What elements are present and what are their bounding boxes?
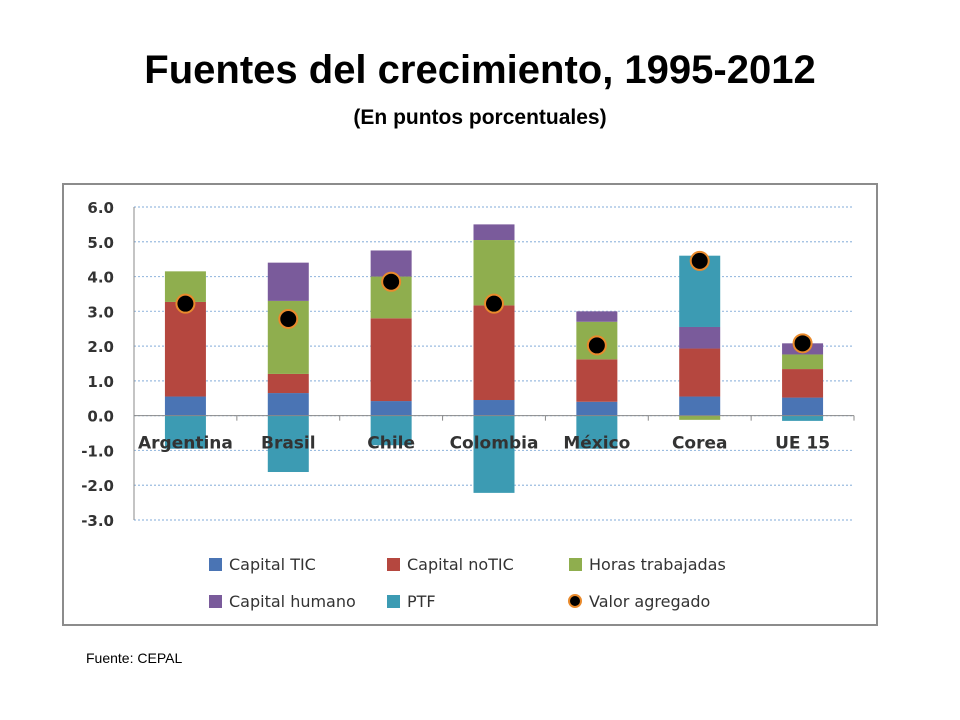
- y-tick-label: 2.0: [87, 338, 114, 356]
- y-tick-label: 6.0: [87, 199, 114, 217]
- bar-capital-tic: [473, 400, 515, 416]
- bar-capital-notic: [164, 301, 206, 397]
- bar-capital-tic: [679, 396, 721, 416]
- x-tick-label: México: [563, 434, 630, 454]
- bar-ptf: [370, 415, 412, 446]
- bar-capital-tic: [164, 396, 206, 416]
- y-tick-label: -2.0: [81, 477, 114, 495]
- stacked-bar-chart: 6.0 5.0 4.0 3.0 2.0 1.0 0.0 -1.0 -2.0 -3.0 Argenti…: [81, 199, 855, 611]
- bar-capital-notic: [782, 369, 824, 398]
- bar-horas-trabajadas: [782, 354, 824, 370]
- legend-label: PTF: [407, 592, 436, 611]
- legend-swatch: [569, 558, 582, 571]
- x-tick-label: Chile: [367, 434, 415, 454]
- bar-capital-tic: [370, 401, 412, 416]
- bar-capital-humano: [473, 224, 515, 241]
- valor-agregado-point: [484, 293, 504, 314]
- bar-capital-notic: [473, 305, 515, 401]
- legend-label: Horas trabajadas: [589, 555, 726, 574]
- x-tick-label: UE 15: [775, 434, 830, 454]
- bar-ptf: [164, 415, 206, 449]
- valor-agregado-point: [175, 293, 196, 314]
- source-note: Fuente: CEPAL: [86, 650, 183, 666]
- legend-label: Capital humano: [229, 592, 356, 611]
- y-tick-label: 5.0: [87, 234, 114, 252]
- y-tick-label: 4.0: [87, 269, 114, 287]
- bar-capital-notic: [679, 348, 721, 397]
- valor-agregado-point: [689, 250, 710, 271]
- bar-capital-notic: [370, 318, 412, 402]
- bar-capital-notic: [576, 359, 618, 402]
- y-tick-label: -3.0: [81, 512, 114, 530]
- chart-subtitle: (En puntos porcentuales): [353, 106, 607, 129]
- legend-label: Valor agregado: [589, 592, 710, 611]
- valor-agregado-point: [792, 333, 813, 354]
- legend-label: Capital noTIC: [407, 555, 514, 574]
- legend-swatch: [387, 595, 400, 608]
- y-tick-label: 1.0: [87, 373, 114, 391]
- bar-ptf: [267, 415, 309, 473]
- x-tick-label: Colombia: [450, 434, 539, 454]
- valor-agregado-point: [586, 335, 607, 356]
- valor-agregado-point: [278, 308, 299, 329]
- y-tick-label: 0.0: [87, 408, 114, 426]
- bar-capital-humano: [576, 311, 618, 322]
- bar-capital-humano: [679, 326, 721, 349]
- bar-capital-tic: [782, 397, 824, 416]
- y-tick-label: 3.0: [87, 303, 114, 321]
- bar-capital-tic: [576, 401, 618, 416]
- chart-title: Fuentes del crecimiento, 1995-2012: [144, 48, 816, 92]
- bar-ptf: [782, 415, 824, 421]
- x-tick-label: Corea: [672, 434, 728, 454]
- x-tick-label: Brasil: [261, 434, 316, 454]
- x-tick-label: Argentina: [138, 434, 233, 454]
- bar-capital-tic: [267, 393, 309, 416]
- legend-swatch: [387, 558, 400, 571]
- chart-frame: 6.0 5.0 4.0 3.0 2.0 1.0 0.0 -1.0 -2.0 -3.0 Argenti…: [62, 183, 878, 626]
- legend-label: Capital TIC: [229, 555, 316, 574]
- valor-agregado-point: [381, 271, 402, 292]
- legend-marker: [568, 594, 582, 608]
- bar-ptf: [473, 415, 515, 493]
- legend-swatch: [209, 558, 222, 571]
- y-tick-label: -1.0: [81, 442, 114, 460]
- bar-capital-notic: [267, 373, 309, 394]
- bar-capital-humano: [267, 262, 309, 301]
- legend-swatch: [209, 595, 222, 608]
- bar-ptf: [576, 415, 618, 449]
- bar-horas-trabajadas: [679, 415, 721, 420]
